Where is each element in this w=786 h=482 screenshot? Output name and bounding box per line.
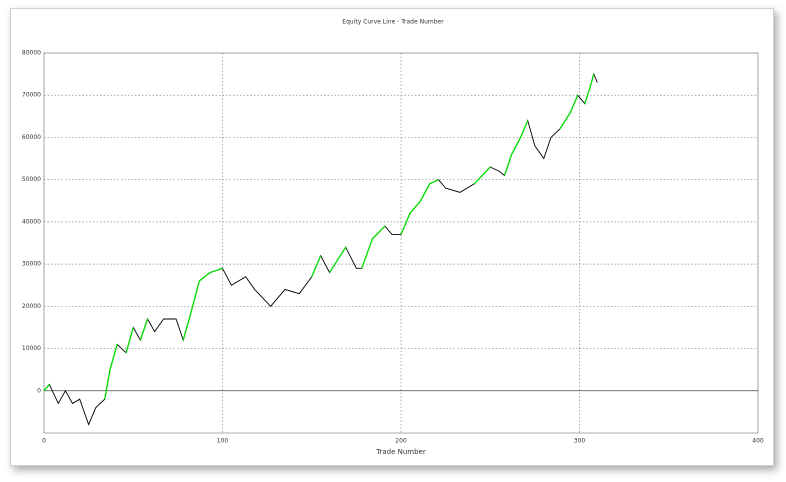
new-high-segment: [584, 86, 591, 104]
new-high-segment: [519, 120, 529, 138]
new-high-segment: [139, 318, 149, 341]
new-high-segment: [182, 314, 191, 341]
y-tick-label: 50000: [22, 176, 41, 183]
y-tick-label: 10000: [22, 345, 41, 352]
new-high-segment: [371, 225, 386, 240]
new-high-segment: [409, 200, 422, 214]
new-high-segment: [503, 154, 513, 176]
equity-line: [43, 72, 598, 426]
new-high-segment: [311, 255, 322, 278]
y-tick-label: 20000: [22, 303, 41, 310]
new-high-segment: [104, 369, 111, 400]
y-tick-label: 40000: [22, 218, 41, 225]
new-high-segment: [109, 344, 118, 370]
new-high-segment: [209, 267, 223, 274]
new-high-segment: [125, 327, 134, 353]
new-high-segment: [198, 272, 211, 282]
new-high-segment: [43, 384, 50, 392]
y-tick-label: 30000: [22, 261, 41, 268]
new-high-segment: [569, 94, 579, 113]
new-high-segment: [511, 137, 522, 155]
y-tick-label: 80000: [22, 50, 41, 57]
x-tick-label: 200: [395, 438, 407, 445]
new-high-segment: [473, 166, 491, 185]
x-tick-label: 0: [42, 438, 46, 445]
new-high-segment: [400, 213, 411, 235]
x-axis-label: Trade Number: [375, 448, 426, 456]
window: [10, 8, 774, 466]
x-tick-label: 100: [217, 438, 229, 445]
x-tick-label: 300: [574, 438, 586, 445]
new-high-segment: [361, 238, 374, 269]
new-high-segment: [420, 183, 431, 202]
y-tick-label: 60000: [22, 134, 41, 141]
x-tick-label: 400: [752, 438, 764, 445]
y-tick-label: 0: [37, 387, 41, 394]
chart-title: Equity Curve Line - Trade Number: [342, 19, 444, 26]
new-high-segment: [589, 73, 595, 87]
new-high-segment: [329, 246, 347, 273]
new-high-segment: [189, 280, 200, 315]
new-high-segment: [559, 111, 572, 130]
new-high-segment: [429, 179, 439, 185]
y-tick-label: 70000: [22, 92, 41, 99]
